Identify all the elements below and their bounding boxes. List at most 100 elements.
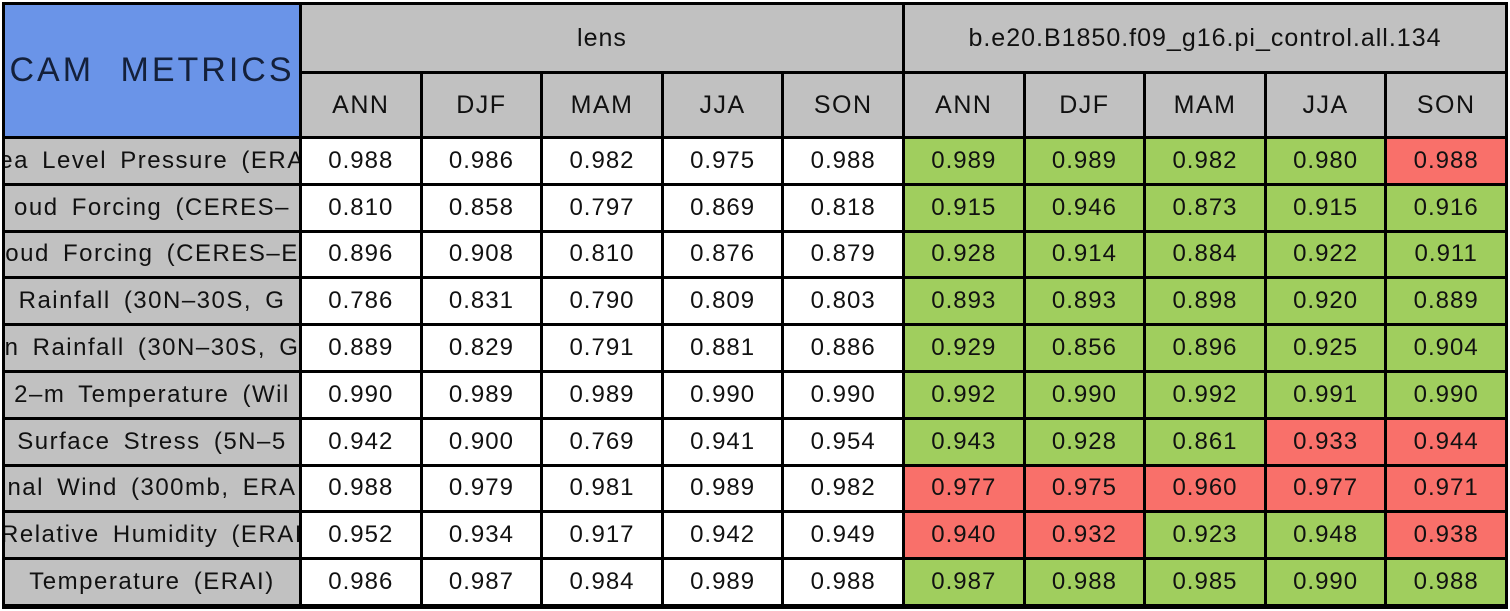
column-group-control-run: b.e20.B1850.f09_g16.pi_control.all.134 — [904, 5, 1505, 71]
season-header-lens-mam: MAM — [543, 74, 661, 136]
metric-value-control: 0.977 — [1266, 466, 1385, 511]
metric-value-control: 0.933 — [1266, 419, 1385, 464]
metric-value-lens: 0.949 — [784, 513, 902, 558]
metric-value-lens: 0.987 — [422, 560, 541, 604]
row-label: n Rainfall (30N–30S, G — [5, 326, 299, 370]
metric-value-control: 0.856 — [1025, 326, 1144, 370]
metric-value-lens: 0.979 — [422, 466, 541, 511]
metric-value-control: 0.938 — [1387, 513, 1505, 558]
metric-value-control: 0.922 — [1266, 232, 1385, 277]
metric-value-control: 0.896 — [1146, 326, 1264, 370]
row-label: Relative Humidity (ERAI — [5, 513, 299, 558]
metric-value-control: 0.893 — [904, 279, 1023, 324]
metric-value-lens: 0.881 — [663, 326, 782, 370]
metric-value-control: 0.989 — [904, 139, 1023, 183]
metric-value-lens: 0.988 — [784, 560, 902, 604]
metric-value-lens: 0.876 — [663, 232, 782, 277]
metric-value-lens: 0.809 — [663, 279, 782, 324]
metric-value-lens: 0.908 — [422, 232, 541, 277]
metric-value-control: 0.971 — [1387, 466, 1505, 511]
metric-value-lens: 0.810 — [302, 185, 420, 230]
metric-value-control: 0.985 — [1146, 560, 1264, 604]
metric-value-lens: 0.900 — [422, 419, 541, 464]
metric-value-lens: 0.896 — [302, 232, 420, 277]
metric-value-control: 0.980 — [1266, 139, 1385, 183]
metric-value-control: 0.920 — [1266, 279, 1385, 324]
metric-value-lens: 0.934 — [422, 513, 541, 558]
metric-value-control: 0.914 — [1025, 232, 1144, 277]
column-group-lens: lens — [302, 5, 902, 71]
season-header-control-ann: ANN — [904, 74, 1023, 136]
metric-value-lens: 0.790 — [543, 279, 661, 324]
metric-value-control: 0.893 — [1025, 279, 1144, 324]
metric-value-lens: 0.942 — [663, 513, 782, 558]
metric-value-control: 0.946 — [1025, 185, 1144, 230]
metric-value-control: 0.977 — [904, 466, 1023, 511]
metric-value-lens: 0.990 — [302, 372, 420, 417]
metric-value-control: 0.940 — [904, 513, 1023, 558]
row-label: Surface Stress (5N–5 — [5, 419, 299, 464]
metric-value-control: 0.987 — [904, 560, 1023, 604]
season-header-lens-jja: JJA — [663, 74, 782, 136]
metric-value-lens: 0.791 — [543, 326, 661, 370]
metric-value-control: 0.990 — [1266, 560, 1385, 604]
metric-value-lens: 0.975 — [663, 139, 782, 183]
metric-value-control: 0.943 — [904, 419, 1023, 464]
metric-value-control: 0.928 — [1025, 419, 1144, 464]
metric-value-control: 0.992 — [1146, 372, 1264, 417]
metric-value-lens: 0.982 — [784, 466, 902, 511]
metric-value-lens: 0.829 — [422, 326, 541, 370]
row-label: Rainfall (30N–30S, G — [5, 279, 299, 324]
metric-value-control: 0.873 — [1146, 185, 1264, 230]
metric-value-lens: 0.989 — [663, 466, 782, 511]
metric-value-control: 0.925 — [1266, 326, 1385, 370]
row-label: oud Forcing (CERES–E — [5, 232, 299, 277]
metric-value-control: 0.929 — [904, 326, 1023, 370]
metric-value-control: 0.960 — [1146, 466, 1264, 511]
metric-value-control: 0.898 — [1146, 279, 1264, 324]
metric-value-lens: 0.986 — [302, 560, 420, 604]
metric-value-control: 0.992 — [904, 372, 1023, 417]
season-header-lens-ann: ANN — [302, 74, 420, 136]
metric-value-control: 0.915 — [1266, 185, 1385, 230]
metric-value-lens: 0.988 — [302, 466, 420, 511]
metric-value-lens: 0.989 — [422, 372, 541, 417]
metric-value-lens: 0.803 — [784, 279, 902, 324]
season-header-control-mam: MAM — [1146, 74, 1264, 136]
metric-value-control: 0.991 — [1266, 372, 1385, 417]
metric-value-control: 0.982 — [1146, 139, 1264, 183]
metric-value-control: 0.988 — [1387, 560, 1505, 604]
metric-value-control: 0.923 — [1146, 513, 1264, 558]
metric-value-lens: 0.986 — [422, 139, 541, 183]
season-header-control-son: SON — [1387, 74, 1505, 136]
metric-value-control: 0.884 — [1146, 232, 1264, 277]
metric-value-lens: 0.982 — [543, 139, 661, 183]
row-label: ea Level Pressure (ERA — [5, 139, 299, 183]
metric-value-lens: 0.818 — [784, 185, 902, 230]
metric-value-control: 0.975 — [1025, 466, 1144, 511]
metric-value-lens: 0.810 — [543, 232, 661, 277]
metric-value-lens: 0.831 — [422, 279, 541, 324]
metric-value-lens: 0.886 — [784, 326, 902, 370]
metric-value-control: 0.989 — [1025, 139, 1144, 183]
metric-value-control: 0.889 — [1387, 279, 1505, 324]
metric-value-lens: 0.879 — [784, 232, 902, 277]
metric-value-control: 0.904 — [1387, 326, 1505, 370]
metric-value-control: 0.948 — [1266, 513, 1385, 558]
metric-value-lens: 0.858 — [422, 185, 541, 230]
metric-value-control: 0.916 — [1387, 185, 1505, 230]
metric-value-control: 0.911 — [1387, 232, 1505, 277]
metric-value-control: 0.990 — [1387, 372, 1505, 417]
metric-value-lens: 0.984 — [543, 560, 661, 604]
metric-value-lens: 0.981 — [543, 466, 661, 511]
metric-value-lens: 0.869 — [663, 185, 782, 230]
metric-value-lens: 0.952 — [302, 513, 420, 558]
metric-value-lens: 0.988 — [302, 139, 420, 183]
row-label: 2–m Temperature (Wil — [5, 372, 299, 417]
metric-value-lens: 0.941 — [663, 419, 782, 464]
season-header-lens-son: SON — [784, 74, 902, 136]
metric-value-lens: 0.786 — [302, 279, 420, 324]
metric-value-control: 0.915 — [904, 185, 1023, 230]
